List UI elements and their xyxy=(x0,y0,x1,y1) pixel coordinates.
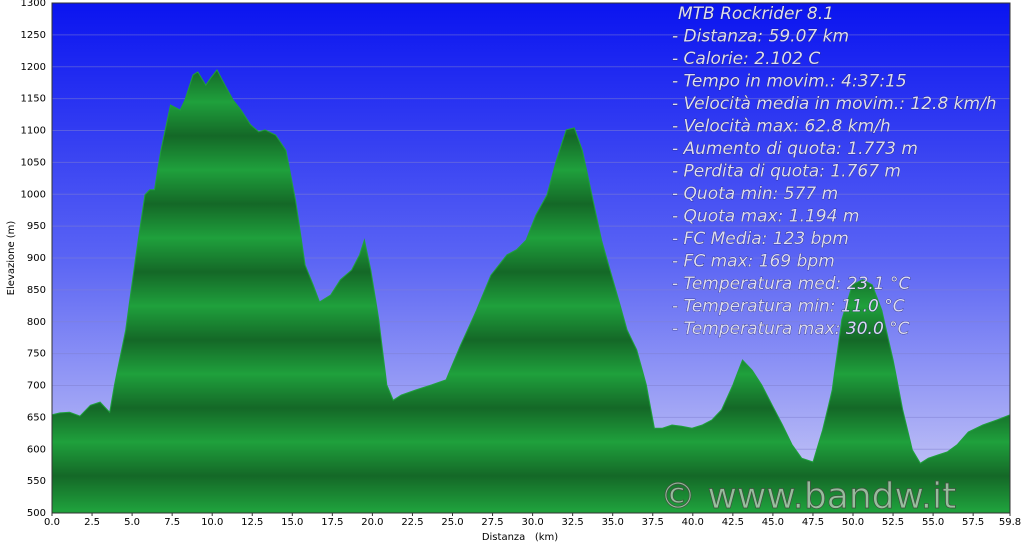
watermark: © www.bandw.it xyxy=(660,476,956,517)
area-group xyxy=(52,68,1010,513)
x-tick-label: 40.0 xyxy=(682,517,704,528)
y-tick-label: 750 xyxy=(27,349,46,360)
info-line: - Aumento di quota: 1.773 m xyxy=(672,139,918,159)
x-tick-label: 7.5 xyxy=(164,517,180,528)
y-tick-label: 1300 xyxy=(21,0,46,9)
x-tick-label: 55.0 xyxy=(922,517,944,528)
plot-border xyxy=(51,2,1011,514)
x-tick-label: 0.0 xyxy=(44,517,60,528)
x-tick-label: 27.5 xyxy=(481,517,503,528)
x-tick-label: 50.0 xyxy=(842,517,864,528)
y-tick-label: 500 xyxy=(27,508,46,519)
x-tick-label: 57.5 xyxy=(962,517,984,528)
y-tick-label: 600 xyxy=(27,444,46,455)
x-tick-label: 30.0 xyxy=(521,517,543,528)
x-tick-label: 59.8 xyxy=(999,517,1021,528)
x-tick-label: 12.5 xyxy=(241,517,263,528)
y-tick-label: 1200 xyxy=(21,62,46,73)
x-tick-label: 47.5 xyxy=(802,517,824,528)
info-line: - Quota min: 577 m xyxy=(672,184,838,204)
x-tick-label: 17.5 xyxy=(321,517,343,528)
x-tick-label: 42.5 xyxy=(722,517,744,528)
x-tick-label: 5.0 xyxy=(124,517,140,528)
y-tick-label: 1100 xyxy=(21,126,46,137)
x-tick-label: 37.5 xyxy=(642,517,664,528)
info-line: - Calorie: 2.102 C xyxy=(672,49,820,69)
x-tick-label: 10.0 xyxy=(201,517,223,528)
y-tick-label: 950 xyxy=(27,221,46,232)
info-line: - Velocità media in movim.: 12.8 km/h xyxy=(672,94,997,114)
chart-title: MTB Rockrider 8.1 xyxy=(678,4,834,24)
y-tick-label: 700 xyxy=(27,381,46,392)
x-tick-label: 52.5 xyxy=(882,517,904,528)
x-tick-label: 20.0 xyxy=(361,517,383,528)
info-line: - Velocità max: 62.8 km/h xyxy=(672,117,891,137)
y-tick-label: 1150 xyxy=(21,94,46,105)
x-tick-label: 25.0 xyxy=(441,517,463,528)
y-tick-label: 800 xyxy=(27,317,46,328)
y-tick-label: 1000 xyxy=(21,189,46,200)
x-tick-label: 2.5 xyxy=(84,517,100,528)
y-axis-label: Elevazione (m) xyxy=(6,221,17,296)
info-line: - Tempo in movim.: 4:37:15 xyxy=(672,72,907,92)
x-tick-label: 15.0 xyxy=(281,517,303,528)
info-line: - Temperatura min: 11.0 °C xyxy=(672,297,905,317)
x-tick-label: 35.0 xyxy=(602,517,624,528)
info-line: - Distanza: 59.07 km xyxy=(672,27,849,47)
x-axis-label: Distanza (km) xyxy=(482,532,558,543)
info-line: - Quota max: 1.194 m xyxy=(672,207,859,227)
x-tick-label: 32.5 xyxy=(562,517,584,528)
y-tick-label: 900 xyxy=(27,253,46,264)
y-tick-label: 650 xyxy=(27,412,46,423)
elevation-line xyxy=(52,68,1010,464)
y-tick-label: 1050 xyxy=(21,157,46,168)
y-tick-label: 550 xyxy=(27,476,46,487)
info-line: - Temperatura max: 30.0 °C xyxy=(672,319,910,339)
info-line: - FC Media: 123 bpm xyxy=(672,229,849,249)
y-tick-label: 1250 xyxy=(21,30,46,41)
y-tick-label: 850 xyxy=(27,285,46,296)
info-line: - FC max: 169 bpm xyxy=(672,252,835,272)
info-line: - Temperatura med: 23.1 °C xyxy=(672,274,910,294)
x-tick-label: 45.0 xyxy=(762,517,784,528)
x-tick-label: 22.5 xyxy=(401,517,423,528)
info-line: - Perdita di quota: 1.767 m xyxy=(672,162,901,182)
